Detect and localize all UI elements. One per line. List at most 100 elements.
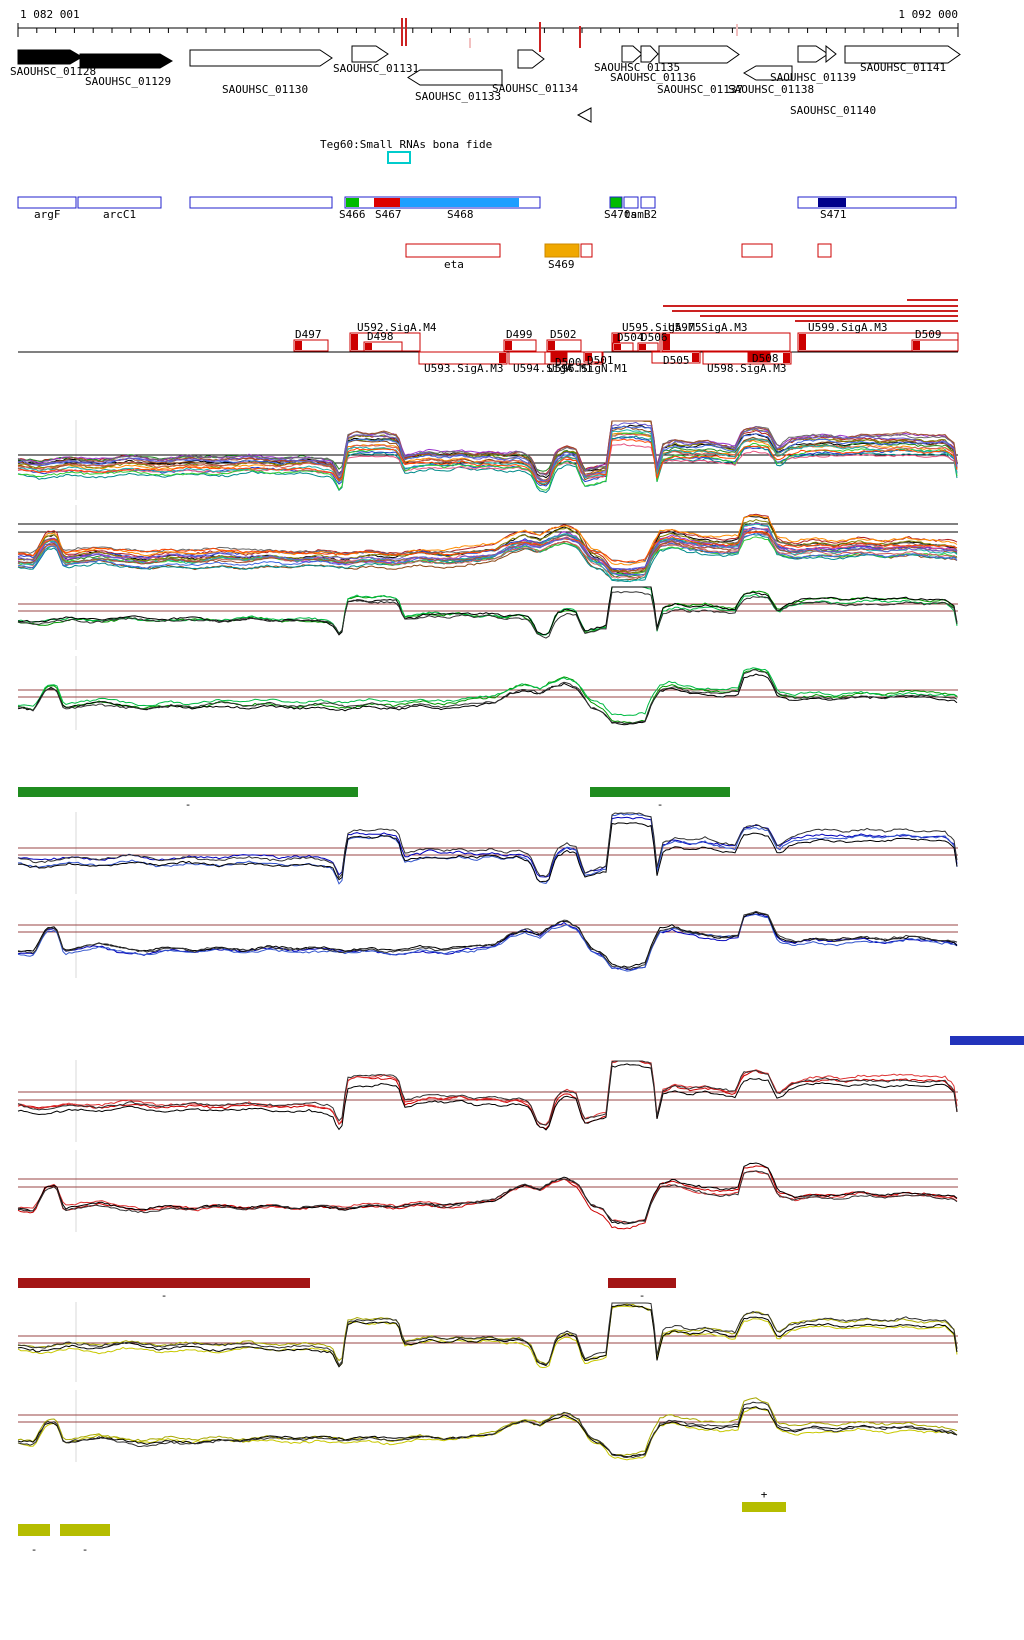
feature-box[interactable] — [363, 341, 403, 352]
bar-rect[interactable] — [60, 1524, 110, 1536]
gene-SAOUHSC_01129[interactable]: SAOUHSC_01129 — [79, 53, 173, 88]
segment-box[interactable] — [623, 196, 639, 209]
teg60-box[interactable] — [387, 151, 411, 164]
feature-box[interactable] — [661, 332, 791, 352]
gene-arrow[interactable] — [189, 49, 333, 67]
feature-D497[interactable]: D497 — [293, 328, 329, 352]
signal-line — [18, 1303, 958, 1365]
segment-box[interactable] — [797, 196, 957, 209]
feature-box[interactable] — [550, 351, 568, 363]
segment-label: S467 — [375, 208, 402, 221]
feature-box[interactable] — [418, 351, 508, 365]
feature-D501[interactable]: D501 — [583, 351, 614, 367]
segment-box[interactable] — [374, 198, 400, 207]
gene-arrow[interactable] — [640, 45, 659, 63]
segment-box[interactable] — [580, 243, 593, 258]
gene-arrow[interactable] — [576, 107, 592, 123]
feature-box[interactable] — [503, 339, 537, 352]
feature-flag — [585, 353, 592, 361]
segment-bar-olive-1[interactable]: - — [18, 1524, 50, 1556]
gene-arrow[interactable] — [351, 45, 389, 63]
segment-box[interactable] — [544, 243, 580, 258]
segment-box[interactable] — [344, 196, 541, 209]
gene-SAOUHSC_01136[interactable]: SAOUHSC_01136 — [610, 45, 696, 84]
bar-rect[interactable] — [18, 1524, 50, 1536]
feature-D508[interactable]: D508 — [747, 351, 779, 365]
feature-D502[interactable]: D502 — [546, 328, 582, 352]
segment-box[interactable] — [640, 196, 656, 209]
feature-box[interactable] — [546, 339, 582, 352]
gene-arrow[interactable] — [407, 69, 503, 86]
segment-box[interactable] — [818, 198, 846, 207]
bar-rect[interactable] — [742, 1502, 786, 1512]
bar-rect[interactable] — [18, 787, 358, 797]
segment-bar-darkred-1[interactable]: - — [18, 1278, 310, 1302]
segment-box[interactable] — [346, 198, 359, 207]
feature-box[interactable] — [293, 339, 329, 352]
gene-arrow[interactable] — [844, 45, 961, 64]
gene-SAOUHSC_01140[interactable]: SAOUHSC_01140 — [790, 44, 876, 117]
segment-box[interactable] — [17, 196, 77, 209]
coordinate-start-label: 1 082 001 — [20, 8, 80, 21]
signal-line — [17, 514, 958, 566]
feature-D498[interactable]: D498 — [363, 330, 403, 352]
signal-track-cond-green-fwd — [17, 586, 958, 650]
gene-SAOUHSC_01137[interactable]: SAOUHSC_01137 — [657, 45, 743, 96]
gene-SAOUHSC_01141[interactable]: SAOUHSC_01141 — [844, 45, 961, 74]
segment-box[interactable] — [609, 196, 623, 209]
feature-box[interactable] — [911, 339, 959, 352]
bar-rect[interactable] — [950, 1036, 1024, 1045]
segment-bar-green-1[interactable]: - — [18, 787, 358, 811]
gene-arrow[interactable] — [621, 45, 643, 63]
gene-unlabeled[interactable] — [576, 107, 592, 123]
feature-box[interactable] — [583, 351, 603, 363]
feature-D499[interactable]: D499 — [503, 328, 537, 352]
gene-arrow[interactable] — [658, 45, 740, 64]
feature-D509[interactable]: D509 — [911, 328, 959, 352]
gene-SAOUHSC_01139[interactable]: SAOUHSC_01139 — [770, 45, 856, 84]
gene-arrow[interactable] — [17, 49, 83, 65]
gene-SAOUHSC_01134[interactable]: SAOUHSC_01134 — [492, 49, 578, 95]
bar-rect[interactable] — [608, 1278, 676, 1288]
segment-box[interactable] — [817, 243, 832, 258]
gene-arrow[interactable] — [743, 65, 793, 81]
segment-box[interactable] — [189, 196, 333, 209]
feature-box[interactable] — [612, 342, 634, 352]
feature-D504[interactable]: D504 — [612, 331, 644, 352]
gene-SAOUHSC_01131[interactable]: SAOUHSC_01131 — [333, 45, 419, 75]
gene-arrow[interactable] — [797, 45, 829, 63]
feature-box[interactable] — [651, 351, 701, 364]
segment-bar-blue-right[interactable] — [950, 1036, 1024, 1045]
feature-box[interactable] — [637, 342, 659, 352]
gene-arrow[interactable] — [79, 53, 173, 69]
signal-line — [17, 420, 958, 481]
segment-box[interactable] — [77, 196, 162, 209]
feature-flag — [913, 341, 920, 350]
segment-box[interactable] — [405, 243, 501, 258]
segment-bar-olive-2[interactable]: - — [60, 1524, 110, 1556]
feature-D500[interactable]: D500 — [550, 351, 582, 369]
feature-D506[interactable]: D506 — [637, 331, 668, 352]
bar-rect[interactable] — [18, 1278, 310, 1288]
gene-SAOUHSC_01138[interactable]: SAOUHSC_01138 — [728, 65, 814, 96]
segment-label: eta — [444, 258, 464, 271]
segment-bar-olive-plus[interactable]: + — [742, 1488, 786, 1512]
gene-SAOUHSC_01133[interactable]: SAOUHSC_01133 — [407, 69, 503, 103]
gene-arrow[interactable] — [825, 44, 837, 64]
feature-box[interactable] — [747, 351, 771, 363]
gene-SAOUHSC_01135[interactable]: SAOUHSC_01135 — [594, 45, 680, 74]
segment-box[interactable] — [400, 198, 519, 207]
feature-U593.SigA.M3[interactable]: U593.SigA.M3 — [418, 351, 508, 375]
signal-line — [17, 421, 958, 482]
feature-U597.SigA.M3[interactable]: U597.SigA.M3 — [661, 321, 791, 352]
gene-SAOUHSC_01130[interactable]: SAOUHSC_01130 — [189, 49, 333, 96]
bar-rect[interactable] — [590, 787, 730, 797]
feature-D505[interactable]: D505 — [651, 351, 701, 367]
gene-arrow[interactable] — [517, 49, 545, 69]
signal-line — [17, 667, 958, 717]
segment-box[interactable] — [741, 243, 773, 258]
segment-bar-green-2[interactable]: - — [590, 787, 730, 811]
gene-SAOUHSC_01128[interactable]: SAOUHSC_01128 — [10, 49, 96, 78]
segment-bar-darkred-2[interactable]: - — [608, 1278, 676, 1302]
